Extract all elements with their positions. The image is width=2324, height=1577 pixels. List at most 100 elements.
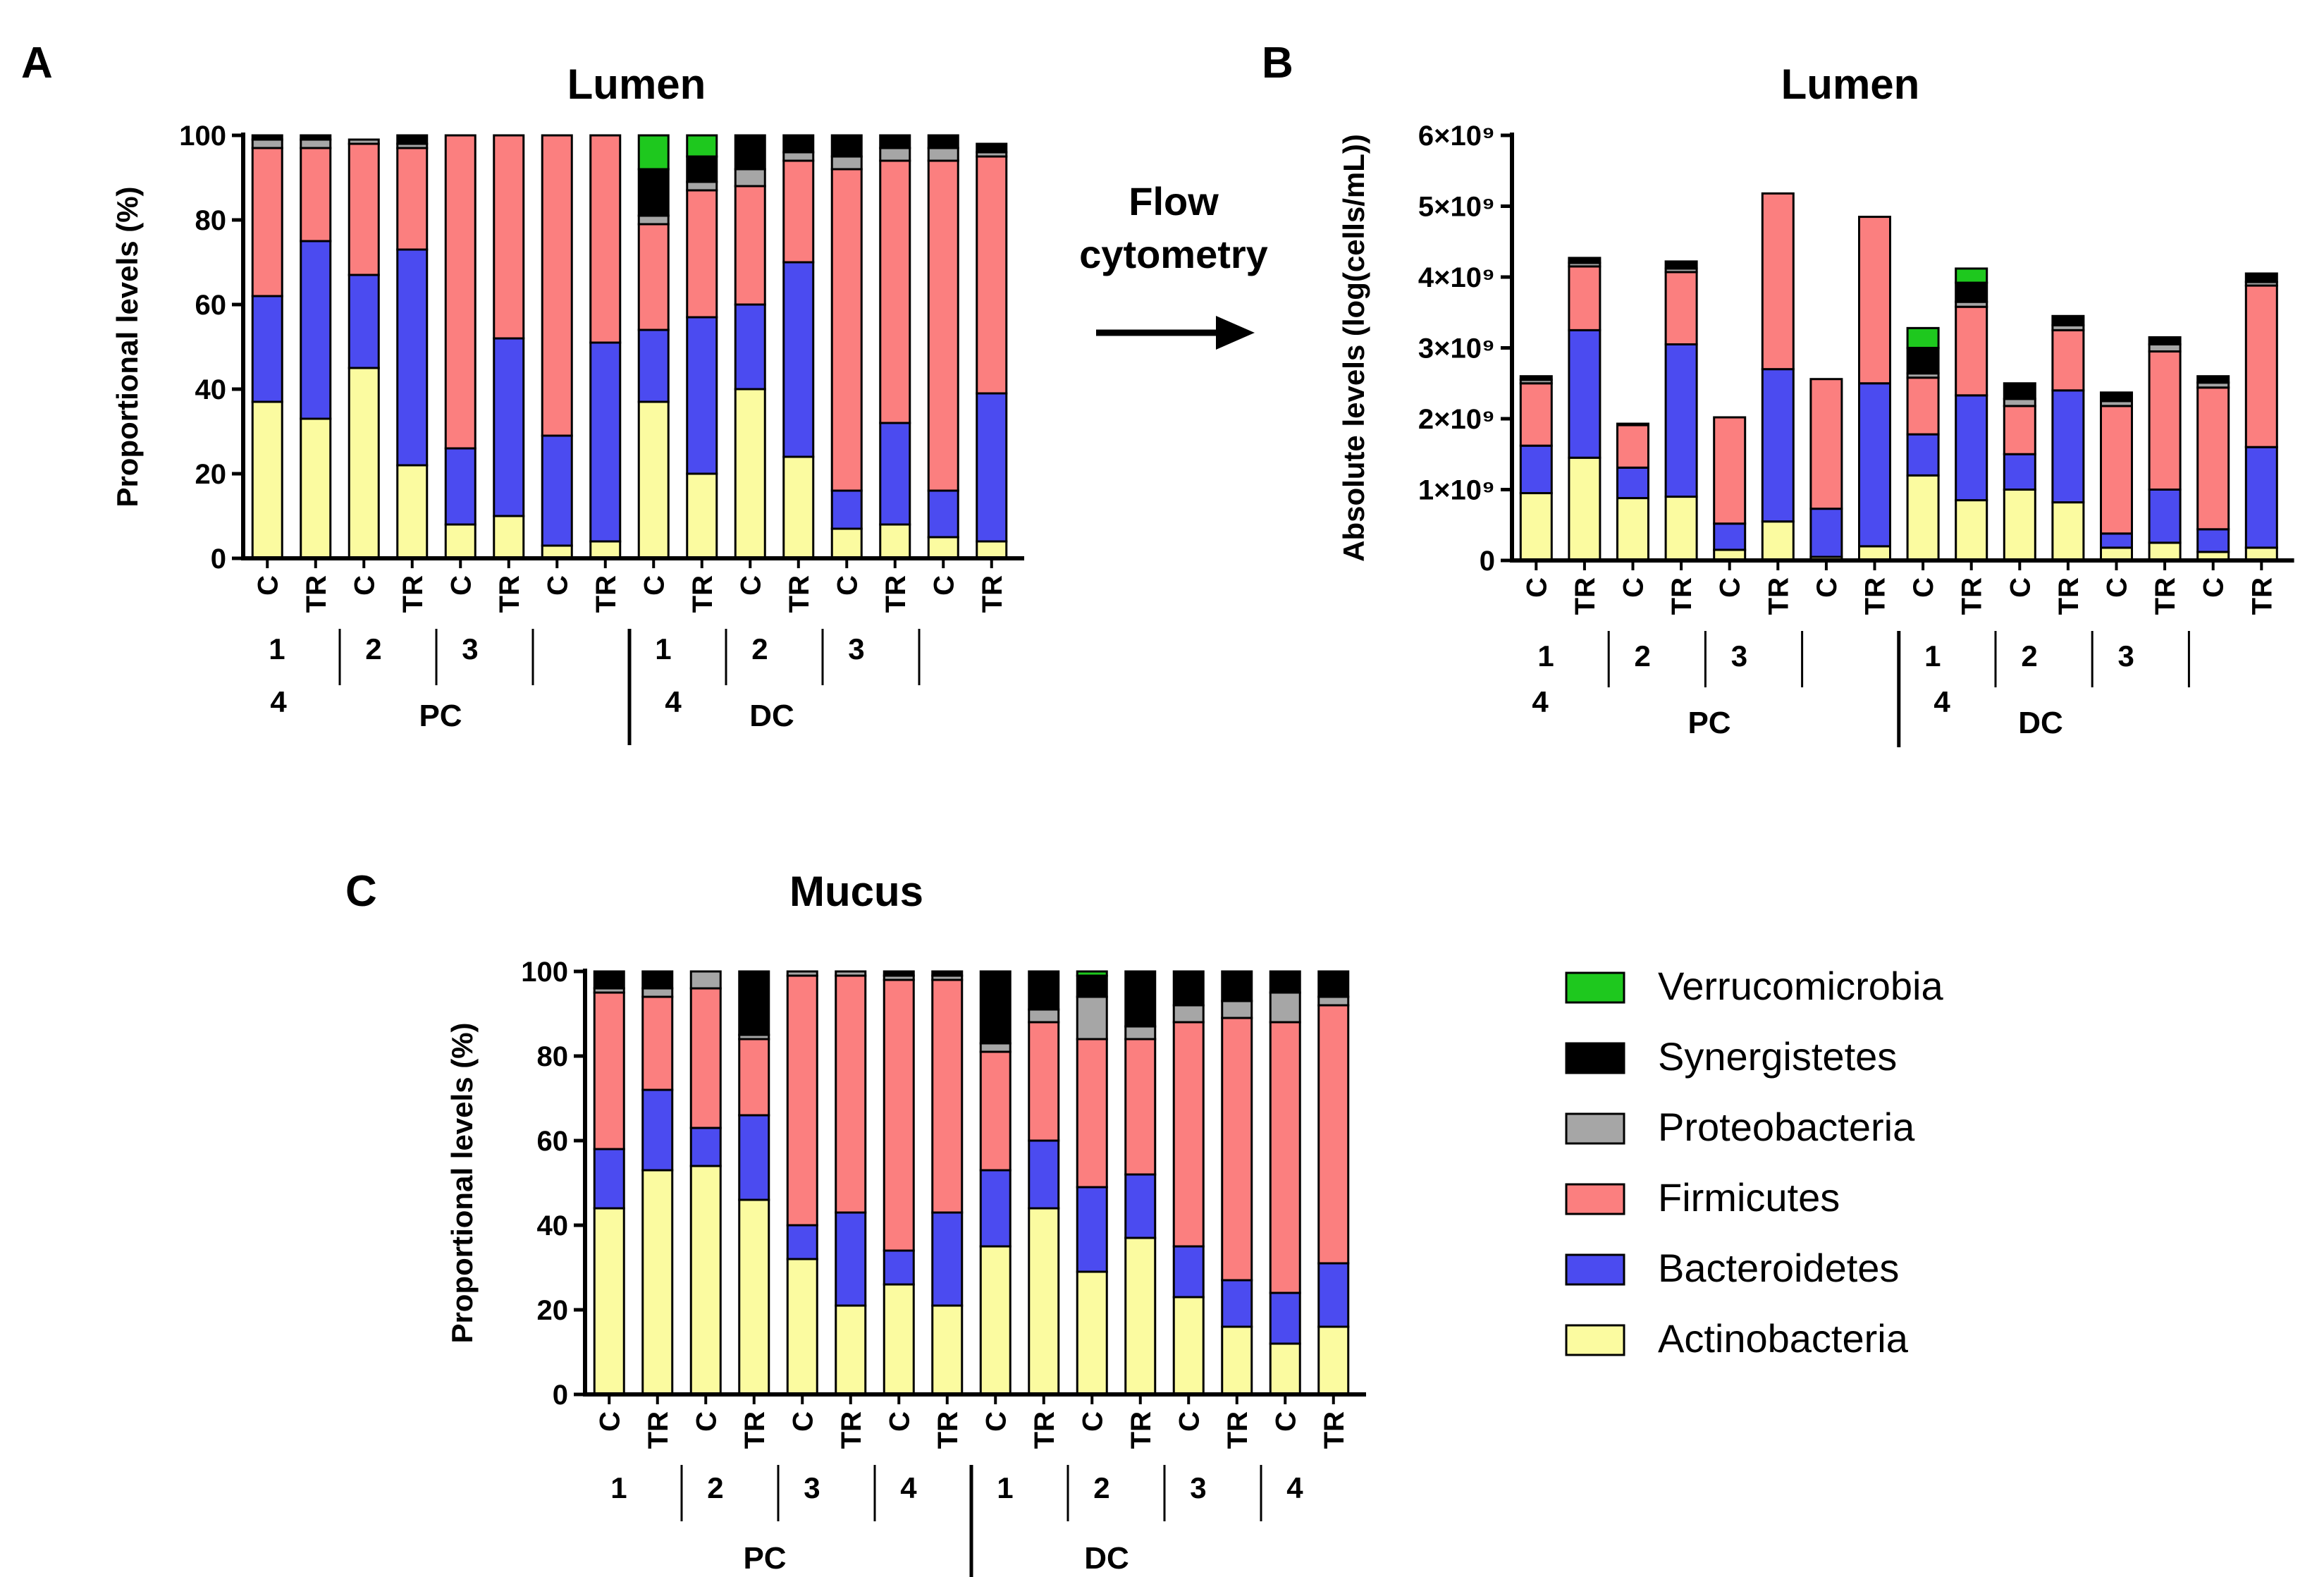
x-category-label: TR bbox=[836, 1411, 867, 1449]
bar-a-10-firmicutes bbox=[686, 189, 718, 319]
legend-label-verrucomicrobia: Verrucomicrobia bbox=[1658, 964, 1943, 1008]
legend-label-actinobacteria: Actinobacteria bbox=[1658, 1316, 1909, 1361]
bar-a-12-actinobacteria bbox=[782, 455, 815, 560]
x-category-label: TR bbox=[1126, 1411, 1157, 1449]
bar-a-4-firmicutes bbox=[396, 147, 429, 251]
bar-c-12-synergistetes bbox=[1124, 970, 1157, 1028]
bar-a-13-proteobacteria bbox=[830, 155, 863, 171]
legend-swatch-actinobacteria bbox=[1565, 1324, 1625, 1356]
group-label-line2: 4 bbox=[1532, 685, 1549, 718]
bar-a-3-proteobacteria bbox=[348, 138, 380, 145]
bar-a-1-synergistetes bbox=[251, 134, 283, 141]
x-category-label: TR bbox=[591, 575, 622, 613]
group-label: 1 bbox=[655, 632, 671, 665]
bar-a-5-firmicutes bbox=[444, 134, 477, 450]
group-label: 2 bbox=[1635, 639, 1651, 673]
bar-c-11-bacteroidetes bbox=[1076, 1186, 1108, 1273]
bar-a-11-actinobacteria bbox=[734, 388, 766, 560]
group-label: 2 bbox=[751, 632, 768, 665]
y-tick-label: 40 bbox=[537, 1210, 569, 1241]
bar-a-15-synergistetes bbox=[927, 134, 959, 149]
bar-c-9-proteobacteria bbox=[979, 1042, 1012, 1053]
bar-c-10-firmicutes bbox=[1028, 1021, 1060, 1142]
y-tick-label: 40 bbox=[195, 374, 227, 405]
x-category-label: TR bbox=[398, 575, 429, 613]
bar-b-10-firmicutes bbox=[1955, 305, 1988, 397]
bar-a-12-proteobacteria bbox=[782, 151, 815, 162]
group-label: 2 bbox=[707, 1471, 723, 1504]
bar-a-6-actinobacteria bbox=[493, 515, 525, 560]
group-label: 2 bbox=[1093, 1471, 1109, 1504]
legend-swatch-synergistetes bbox=[1565, 1042, 1625, 1074]
bar-b-12-synergistetes bbox=[2051, 314, 2085, 326]
legend: Verrucomicrobia Synergistetes Proteobacter… bbox=[1565, 964, 1943, 1361]
bar-c-12-firmicutes bbox=[1124, 1038, 1157, 1176]
x-category-label: TR bbox=[494, 575, 525, 613]
bar-c-1-actinobacteria bbox=[593, 1207, 625, 1396]
bar-a-14-firmicutes bbox=[879, 159, 911, 424]
bar-c-11-proteobacteria bbox=[1076, 995, 1108, 1041]
y-tick-label: 3×10⁹ bbox=[1418, 333, 1495, 364]
bar-b-14-bacteroidetes bbox=[2148, 489, 2182, 544]
bar-a-8-actinobacteria bbox=[589, 540, 622, 560]
x-category-label: TR bbox=[933, 1411, 964, 1449]
bar-b-3-actinobacteria bbox=[1616, 497, 1649, 562]
bar-b-2-synergistetes bbox=[1568, 257, 1601, 264]
y-tick-label: 5×10⁹ bbox=[1418, 192, 1495, 223]
x-category-label: TR bbox=[1763, 577, 1794, 615]
y-tick-label: 60 bbox=[537, 1126, 569, 1157]
group-label: 3 bbox=[848, 632, 864, 665]
x-category-label: C bbox=[1521, 577, 1552, 598]
legend-swatch-verrucomicrobia bbox=[1565, 971, 1625, 1004]
bar-b-6-actinobacteria bbox=[1761, 520, 1795, 562]
bar-a-16-firmicutes bbox=[976, 155, 1008, 395]
bar-b-9-verrucomicrobia bbox=[1906, 326, 1940, 349]
bar-a-2-proteobacteria bbox=[300, 138, 332, 149]
bar-b-10-actinobacteria bbox=[1955, 499, 1988, 562]
bar-a-6-firmicutes bbox=[493, 134, 525, 340]
legend-label-bacteroidetes: Bacteroidetes bbox=[1658, 1246, 1899, 1290]
bar-b-14-synergistetes bbox=[2148, 336, 2182, 345]
region-label: PC bbox=[1687, 706, 1730, 740]
bar-c-16-proteobacteria bbox=[1317, 995, 1350, 1007]
y-tick-label: 20 bbox=[195, 459, 227, 490]
bar-c-9-actinobacteria bbox=[979, 1245, 1012, 1396]
y-tick-label: 100 bbox=[521, 957, 568, 988]
y-tick-label: 0 bbox=[211, 544, 226, 575]
bar-b-8-actinobacteria bbox=[1858, 545, 1891, 562]
bar-a-6-bacteroidetes bbox=[493, 337, 525, 517]
bar-a-13-firmicutes bbox=[830, 168, 863, 492]
bar-a-1-firmicutes bbox=[251, 147, 283, 297]
group-label: 2 bbox=[365, 632, 381, 665]
bar-c-4-actinobacteria bbox=[738, 1198, 770, 1396]
bar-c-6-bacteroidetes bbox=[835, 1211, 867, 1307]
legend-label-firmicutes: Firmicutes bbox=[1658, 1175, 1840, 1220]
bar-b-14-firmicutes bbox=[2148, 350, 2182, 491]
group-label: 3 bbox=[804, 1471, 820, 1504]
bar-b-14-actinobacteria bbox=[2148, 541, 2182, 562]
bar-c-3-proteobacteria bbox=[689, 970, 722, 990]
bar-a-5-bacteroidetes bbox=[444, 447, 477, 526]
bar-b-6-bacteroidetes bbox=[1761, 368, 1795, 523]
bar-b-11-proteobacteria bbox=[2003, 398, 2036, 407]
bar-b-10-bacteroidetes bbox=[1955, 394, 1988, 502]
bar-b-9-actinobacteria bbox=[1906, 474, 1940, 562]
chart-title: Lumen bbox=[567, 61, 706, 108]
bar-b-12-actinobacteria bbox=[2051, 501, 2085, 562]
group-label-line2: 4 bbox=[270, 685, 287, 718]
bar-c-3-actinobacteria bbox=[689, 1165, 722, 1396]
x-category-label: TR bbox=[2053, 577, 2084, 615]
panel-letter-a: A bbox=[21, 39, 53, 87]
bar-a-5-actinobacteria bbox=[444, 523, 477, 560]
group-label: 4 bbox=[900, 1471, 917, 1504]
bar-c-2-bacteroidetes bbox=[641, 1088, 674, 1172]
bar-c-12-proteobacteria bbox=[1124, 1025, 1157, 1041]
bar-c-8-synergistetes bbox=[931, 970, 964, 977]
bar-b-9-firmicutes bbox=[1906, 376, 1940, 436]
bar-a-12-firmicutes bbox=[782, 159, 815, 264]
bar-a-4-actinobacteria bbox=[396, 464, 429, 560]
bar-c-7-actinobacteria bbox=[883, 1283, 915, 1396]
bar-c-10-bacteroidetes bbox=[1028, 1139, 1060, 1210]
bar-a-8-firmicutes bbox=[589, 134, 622, 344]
bar-c-7-bacteroidetes bbox=[883, 1249, 915, 1286]
